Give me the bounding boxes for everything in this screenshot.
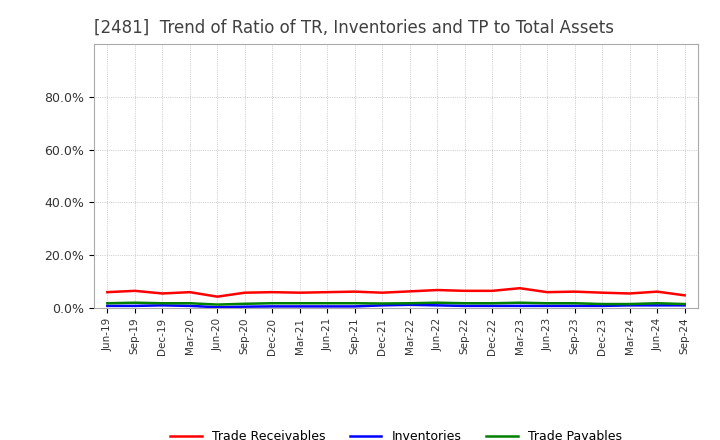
Line: Inventories: Inventories [107, 305, 685, 307]
Trade Payables [516, 300, 524, 305]
Trade Receivables [488, 288, 497, 293]
Trade Receivables [570, 289, 579, 294]
Inventories [268, 304, 276, 309]
Trade Payables [488, 301, 497, 306]
Trade Receivables [268, 290, 276, 295]
Trade Payables [653, 301, 662, 306]
Inventories [158, 303, 166, 308]
Trade Payables [598, 301, 606, 307]
Trade Receivables [103, 290, 112, 295]
Inventories [626, 303, 634, 308]
Trade Receivables [158, 291, 166, 296]
Line: Trade Receivables: Trade Receivables [107, 288, 685, 297]
Trade Payables [130, 300, 139, 305]
Line: Trade Payables: Trade Payables [107, 303, 685, 304]
Inventories [130, 303, 139, 308]
Trade Receivables [405, 289, 414, 294]
Inventories [213, 304, 222, 310]
Inventories [516, 303, 524, 308]
Inventories [680, 303, 689, 308]
Trade Payables [240, 301, 249, 306]
Trade Receivables [680, 293, 689, 298]
Inventories [186, 303, 194, 308]
Trade Receivables [626, 291, 634, 296]
Trade Receivables [598, 290, 606, 295]
Inventories [433, 303, 441, 308]
Trade Receivables [543, 290, 552, 295]
Inventories [295, 304, 304, 309]
Inventories [598, 303, 606, 308]
Inventories [570, 303, 579, 308]
Trade Receivables [378, 290, 387, 295]
Trade Receivables [433, 287, 441, 293]
Trade Receivables [213, 294, 222, 299]
Trade Receivables [295, 290, 304, 295]
Inventories [240, 304, 249, 309]
Text: [2481]  Trend of Ratio of TR, Inventories and TP to Total Assets: [2481] Trend of Ratio of TR, Inventories… [94, 19, 613, 37]
Trade Receivables [323, 290, 332, 295]
Trade Receivables [186, 290, 194, 295]
Inventories [378, 303, 387, 308]
Trade Payables [351, 301, 359, 306]
Trade Payables [680, 301, 689, 307]
Trade Payables [460, 301, 469, 306]
Trade Payables [186, 301, 194, 306]
Trade Payables [543, 301, 552, 306]
Inventories [543, 303, 552, 308]
Trade Receivables [351, 289, 359, 294]
Trade Payables [323, 301, 332, 306]
Trade Payables [378, 301, 387, 306]
Trade Receivables [240, 290, 249, 295]
Legend: Trade Receivables, Inventories, Trade Payables: Trade Receivables, Inventories, Trade Pa… [166, 425, 626, 440]
Inventories [103, 303, 112, 308]
Inventories [405, 302, 414, 308]
Inventories [653, 303, 662, 308]
Trade Payables [626, 301, 634, 307]
Trade Payables [103, 301, 112, 306]
Inventories [323, 304, 332, 309]
Trade Receivables [130, 288, 139, 293]
Trade Payables [405, 301, 414, 306]
Trade Receivables [653, 289, 662, 294]
Inventories [488, 303, 497, 308]
Trade Payables [213, 302, 222, 307]
Trade Receivables [516, 286, 524, 291]
Trade Payables [433, 300, 441, 305]
Trade Payables [268, 301, 276, 306]
Trade Payables [570, 301, 579, 306]
Trade Payables [295, 301, 304, 306]
Trade Receivables [460, 288, 469, 293]
Trade Payables [158, 301, 166, 306]
Inventories [351, 304, 359, 309]
Inventories [460, 303, 469, 308]
